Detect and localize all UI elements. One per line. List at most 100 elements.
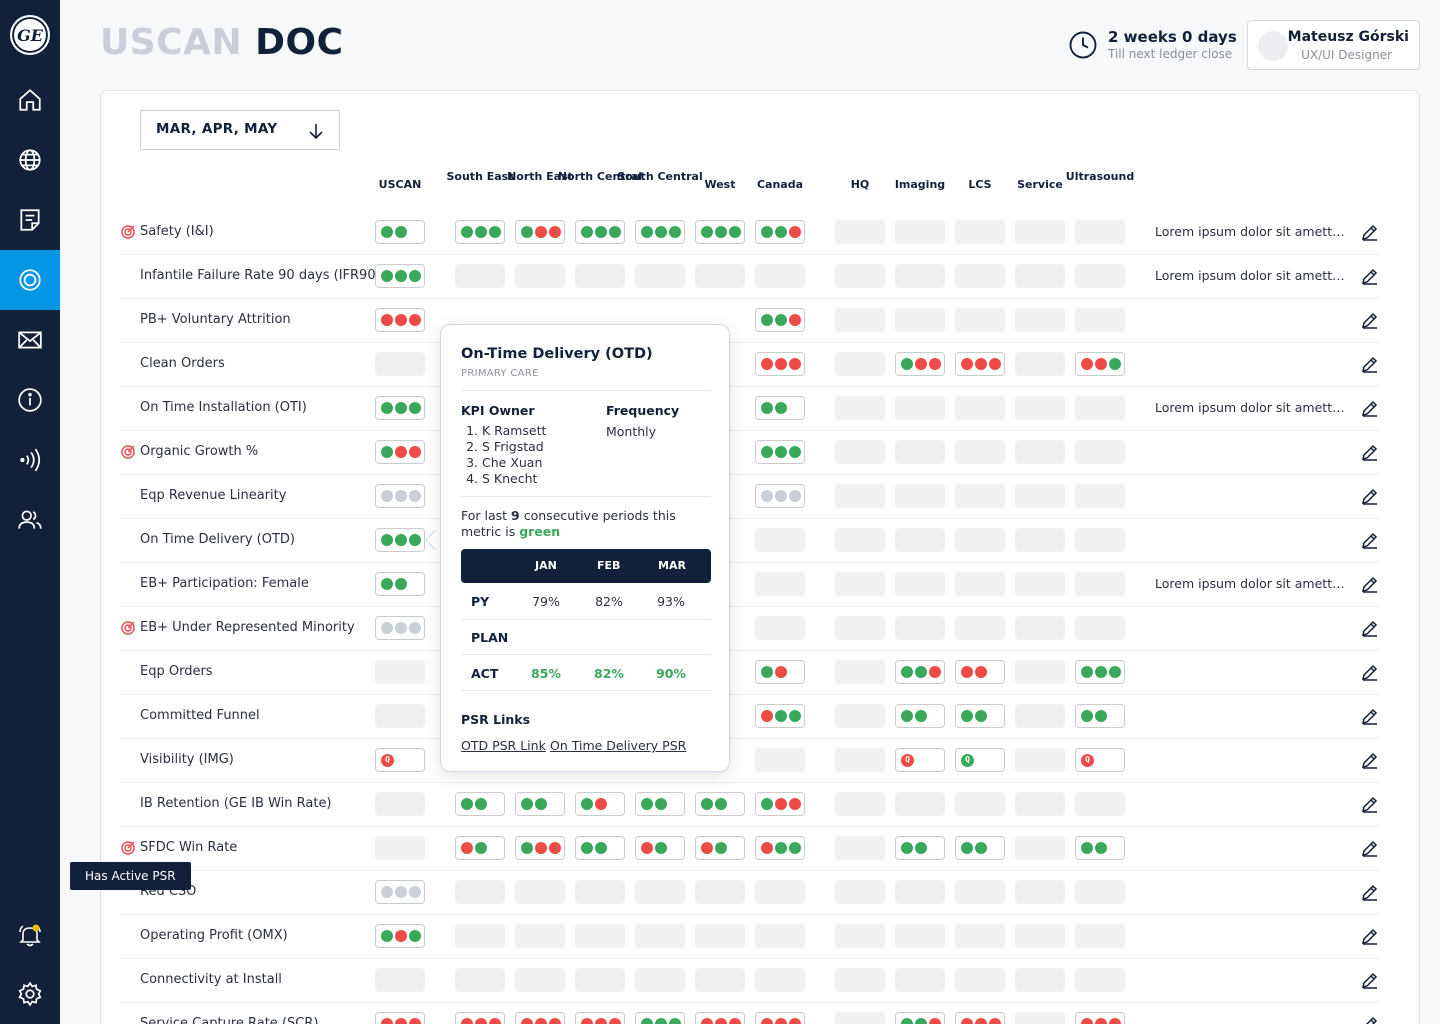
period-dropdown[interactable]: MAR, APR, MAY <box>140 110 340 150</box>
status-cell-empty[interactable] <box>955 484 1005 508</box>
metric-name[interactable]: Connectivity at Install <box>140 972 282 987</box>
user-card[interactable]: Mateusz Górski UX/UI Designer <box>1247 20 1420 70</box>
metric-name[interactable]: Operating Profit (OMX) <box>140 928 288 943</box>
status-cell[interactable] <box>635 220 685 244</box>
edit-icon[interactable] <box>1361 223 1379 241</box>
metric-name[interactable]: EB+ Participation: Female <box>140 576 309 591</box>
status-cell-empty[interactable] <box>895 528 945 552</box>
psr-target-icon[interactable] <box>120 224 136 240</box>
status-cell-empty[interactable] <box>1015 660 1065 684</box>
status-cell[interactable] <box>895 1012 945 1024</box>
status-cell-empty[interactable] <box>835 396 885 420</box>
status-cell-empty[interactable] <box>895 572 945 596</box>
status-cell[interactable] <box>755 220 805 244</box>
edit-icon[interactable] <box>1361 663 1379 681</box>
status-cell-empty[interactable] <box>895 484 945 508</box>
status-cell[interactable] <box>515 836 565 860</box>
edit-icon[interactable] <box>1361 927 1379 945</box>
status-cell-empty[interactable] <box>375 660 425 684</box>
edit-icon[interactable] <box>1361 619 1379 637</box>
status-cell-empty[interactable] <box>835 748 885 772</box>
status-cell-empty[interactable] <box>755 528 805 552</box>
metric-name[interactable]: Infantile Failure Rate 90 days (IFR90) <box>140 268 381 283</box>
status-cell[interactable] <box>695 220 745 244</box>
status-cell-empty[interactable] <box>1075 220 1125 244</box>
status-cell[interactable]: Q <box>955 748 1005 772</box>
status-cell-empty[interactable] <box>755 880 805 904</box>
status-cell-empty[interactable] <box>895 440 945 464</box>
edit-icon[interactable] <box>1361 883 1379 901</box>
status-cell[interactable] <box>895 660 945 684</box>
status-cell-empty[interactable] <box>755 924 805 948</box>
status-cell[interactable] <box>955 704 1005 728</box>
status-cell-empty[interactable] <box>755 968 805 992</box>
status-cell[interactable] <box>575 1012 625 1024</box>
status-cell-empty[interactable] <box>955 308 1005 332</box>
status-cell-empty[interactable] <box>1015 836 1065 860</box>
nav-notifications[interactable] <box>0 905 60 965</box>
status-cell-empty[interactable] <box>695 924 745 948</box>
status-cell-empty[interactable] <box>835 968 885 992</box>
nav-mail[interactable] <box>0 310 60 370</box>
status-cell[interactable] <box>375 616 425 640</box>
status-cell-empty[interactable] <box>635 968 685 992</box>
metric-name[interactable]: IB Retention (GE IB Win Rate) <box>140 796 332 811</box>
status-cell-empty[interactable] <box>755 748 805 772</box>
status-cell-empty[interactable] <box>1075 880 1125 904</box>
status-cell[interactable] <box>695 1012 745 1024</box>
status-cell[interactable] <box>955 1012 1005 1024</box>
status-cell[interactable] <box>955 660 1005 684</box>
status-cell-empty[interactable] <box>835 308 885 332</box>
status-cell[interactable] <box>955 836 1005 860</box>
status-cell[interactable] <box>755 1012 805 1024</box>
status-cell-empty[interactable] <box>835 220 885 244</box>
nav-home[interactable] <box>0 70 60 130</box>
metric-name[interactable]: On Time Delivery (OTD) <box>140 532 295 547</box>
status-cell-empty[interactable] <box>1075 924 1125 948</box>
nav-kpi[interactable] <box>0 250 60 310</box>
metric-name[interactable]: Organic Growth % <box>140 444 259 459</box>
status-cell-empty[interactable] <box>695 264 745 288</box>
status-cell-empty[interactable] <box>1015 572 1065 596</box>
status-cell-empty[interactable] <box>955 792 1005 816</box>
status-cell-empty[interactable] <box>755 264 805 288</box>
status-cell-empty[interactable] <box>1015 264 1065 288</box>
edit-icon[interactable] <box>1361 267 1379 285</box>
metric-name[interactable]: Visibility (IMG) <box>140 752 234 767</box>
status-cell-empty[interactable] <box>1015 704 1065 728</box>
status-cell[interactable] <box>375 572 425 596</box>
status-cell[interactable] <box>375 880 425 904</box>
status-cell-empty[interactable] <box>1015 880 1065 904</box>
metric-name[interactable]: Safety (I&I) <box>140 224 214 239</box>
status-cell-empty[interactable] <box>835 1012 885 1024</box>
status-cell[interactable] <box>375 924 425 948</box>
status-cell[interactable] <box>635 792 685 816</box>
edit-icon[interactable] <box>1361 971 1379 989</box>
status-cell-empty[interactable] <box>1075 528 1125 552</box>
status-cell[interactable] <box>695 792 745 816</box>
status-cell[interactable] <box>755 660 805 684</box>
status-cell-empty[interactable] <box>1015 352 1065 376</box>
metric-name[interactable]: PB+ Voluntary Attrition <box>140 312 291 327</box>
status-cell-empty[interactable] <box>955 440 1005 464</box>
status-cell[interactable] <box>375 308 425 332</box>
status-cell[interactable] <box>515 792 565 816</box>
edit-icon[interactable] <box>1361 311 1379 329</box>
status-cell[interactable] <box>635 1012 685 1024</box>
nav-settings[interactable] <box>0 964 60 1024</box>
status-cell[interactable] <box>755 704 805 728</box>
status-cell[interactable] <box>375 220 425 244</box>
edit-icon[interactable] <box>1361 443 1379 461</box>
status-cell-empty[interactable] <box>515 924 565 948</box>
psr-link[interactable]: OTD PSR Link <box>461 738 546 753</box>
status-cell-empty[interactable] <box>1015 1012 1065 1024</box>
status-cell-empty[interactable] <box>1075 792 1125 816</box>
status-cell[interactable] <box>455 1012 505 1024</box>
status-cell-empty[interactable] <box>1015 528 1065 552</box>
status-cell-empty[interactable] <box>1075 616 1125 640</box>
psr-target-icon[interactable] <box>120 840 136 856</box>
nav-documents[interactable] <box>0 190 60 250</box>
status-cell[interactable] <box>755 308 805 332</box>
status-cell-empty[interactable] <box>955 880 1005 904</box>
edit-icon[interactable] <box>1361 839 1379 857</box>
